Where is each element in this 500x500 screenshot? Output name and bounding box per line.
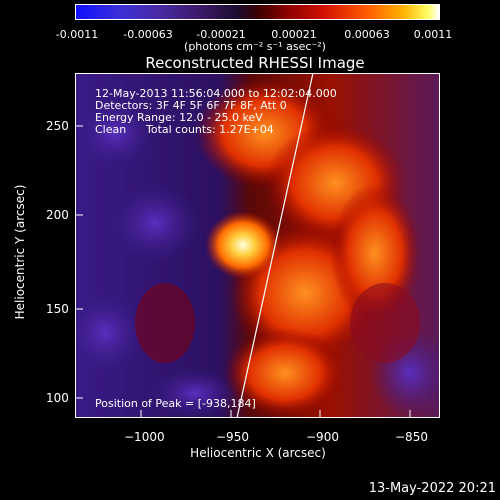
- colorbar-tick-label: -0.00063: [123, 28, 173, 41]
- info-energy: Energy Range: 12.0 - 25.0 keV: [95, 111, 263, 124]
- flare-peak: [205, 211, 281, 279]
- info-counts: Total counts: 1.27E+04: [146, 123, 274, 136]
- image-title: Reconstructed RHESSI Image: [145, 54, 365, 72]
- colorbar-tick-label: 0.0011: [413, 28, 453, 41]
- timestamp: 13-May-2022 20:21: [368, 481, 496, 496]
- plot-frame: [75, 73, 440, 418]
- x-tick-label: −900: [306, 430, 339, 444]
- x-tick-label: −1000: [124, 430, 165, 444]
- x-tick-label: −950: [216, 430, 249, 444]
- colorbar: [75, 4, 440, 20]
- colorbar-tick-label: 0.00063: [344, 28, 390, 41]
- colorbar-tick-label: -0.0011: [55, 28, 99, 41]
- solar-image: [75, 73, 440, 418]
- y-axis-label: Heliocentric Y (arcsec): [13, 184, 27, 320]
- x-tick-label: −850: [395, 430, 428, 444]
- solar-limb-line: [236, 73, 314, 418]
- info-detectors: Detectors: 3F 4F 5F 6F 7F 8F, Att 0: [95, 99, 287, 112]
- y-tick-label: 150: [46, 302, 69, 316]
- x-axis-label: Heliocentric X (arcsec): [190, 446, 326, 460]
- y-tick-label: 200: [46, 208, 69, 222]
- info-peak-position: Position of Peak = [-938,184]: [95, 397, 256, 410]
- colorbar-tick-label: 0.00021: [271, 28, 317, 41]
- y-tick-label: 100: [46, 391, 69, 405]
- info-method: Clean: [95, 123, 127, 136]
- y-tick-label: 250: [46, 119, 69, 133]
- colorbar-units: (photons cm⁻² s⁻¹ asec⁻²): [184, 40, 326, 53]
- colorbar-tick-label: -0.00021: [196, 28, 246, 41]
- info-time: 12-May-2013 11:56:04.000 to 12:02:04.000: [95, 87, 337, 100]
